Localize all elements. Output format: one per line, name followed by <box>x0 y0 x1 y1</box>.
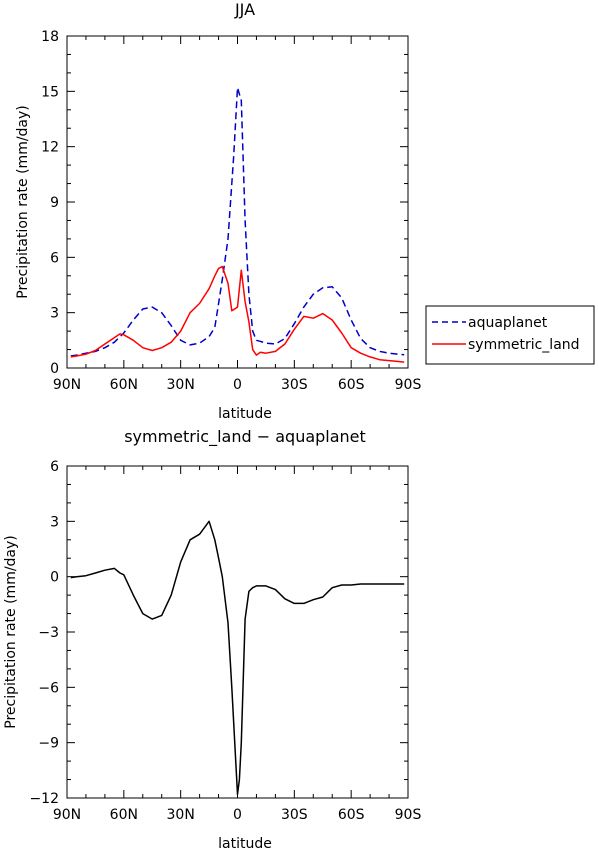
y-tick-label: 9 <box>50 195 59 211</box>
y-tick-label: 0 <box>50 570 59 586</box>
x-tick-label: 60N <box>110 377 138 393</box>
y-tick-label: 0 <box>50 361 59 377</box>
x-tick-label: 60S <box>338 807 365 823</box>
y-tick-label: 18 <box>41 29 59 45</box>
x-tick-label: 30N <box>167 807 195 823</box>
x-tick-label: 30S <box>281 377 308 393</box>
y-tick-label: −3 <box>38 625 59 641</box>
legend-label-symmetric-land: symmetric_land <box>468 337 580 353</box>
x-tick-label: 90N <box>53 377 81 393</box>
legend-label-aquaplanet: aquaplanet <box>468 315 548 331</box>
chart-title: symmetric_land − aquaplanet <box>124 427 366 447</box>
y-tick-label: −9 <box>38 736 59 752</box>
series-layer <box>70 520 405 796</box>
x-tick-label: 30N <box>167 377 195 393</box>
y-tick-label: −6 <box>38 680 59 696</box>
x-axis-title: latitude <box>218 406 272 422</box>
series-line-aquaplanet <box>70 86 405 357</box>
x-tick-label: 90N <box>53 807 81 823</box>
series-line-symmetric-land <box>70 265 405 363</box>
plot-frame <box>66 35 409 369</box>
axis-ticks: 90N 60N 30N 0 30S 60S 90S 0 3 6 9 12 15 18 <box>41 29 421 393</box>
chart-panel-top: JJA 90N 60N 30N 0 30S 60S 90S 0 3 6 9 12 15 18 latitu… <box>15 0 595 422</box>
y-tick-label: −12 <box>29 791 59 807</box>
y-tick-label: 6 <box>50 250 59 266</box>
x-tick-label: 90S <box>395 807 422 823</box>
x-tick-label: 0 <box>233 377 242 393</box>
y-axis-title: Precipitation rate (mm/day) <box>15 105 31 299</box>
y-axis-title: Precipitation rate (mm/day) <box>3 535 19 729</box>
series-line-difference <box>70 520 405 796</box>
y-tick-label: 6 <box>50 459 59 475</box>
y-tick-label: 15 <box>41 84 59 100</box>
y-tick-label: 12 <box>41 140 59 156</box>
axis-ticks: 90N 60N 30N 0 30S 60S 90S −12 −9 −6 −3 0 3 6 <box>29 459 421 823</box>
x-axis-title: latitude <box>218 836 272 851</box>
y-tick-label: 3 <box>50 514 59 530</box>
legend: aquaplanet symmetric_land <box>425 305 595 365</box>
x-tick-label: 0 <box>233 807 242 823</box>
x-tick-label: 30S <box>281 807 308 823</box>
series-layer <box>70 86 405 363</box>
legend-box <box>425 305 595 365</box>
chart-title: JJA <box>234 0 255 19</box>
x-tick-label: 90S <box>395 377 422 393</box>
y-tick-label: 3 <box>50 306 59 322</box>
chart-panel-bottom: symmetric_land − aquaplanet 90N 60N 30N 0 30… <box>3 427 421 851</box>
plot-frame <box>66 465 409 799</box>
x-tick-label: 60N <box>110 807 138 823</box>
x-tick-label: 60S <box>338 377 365 393</box>
